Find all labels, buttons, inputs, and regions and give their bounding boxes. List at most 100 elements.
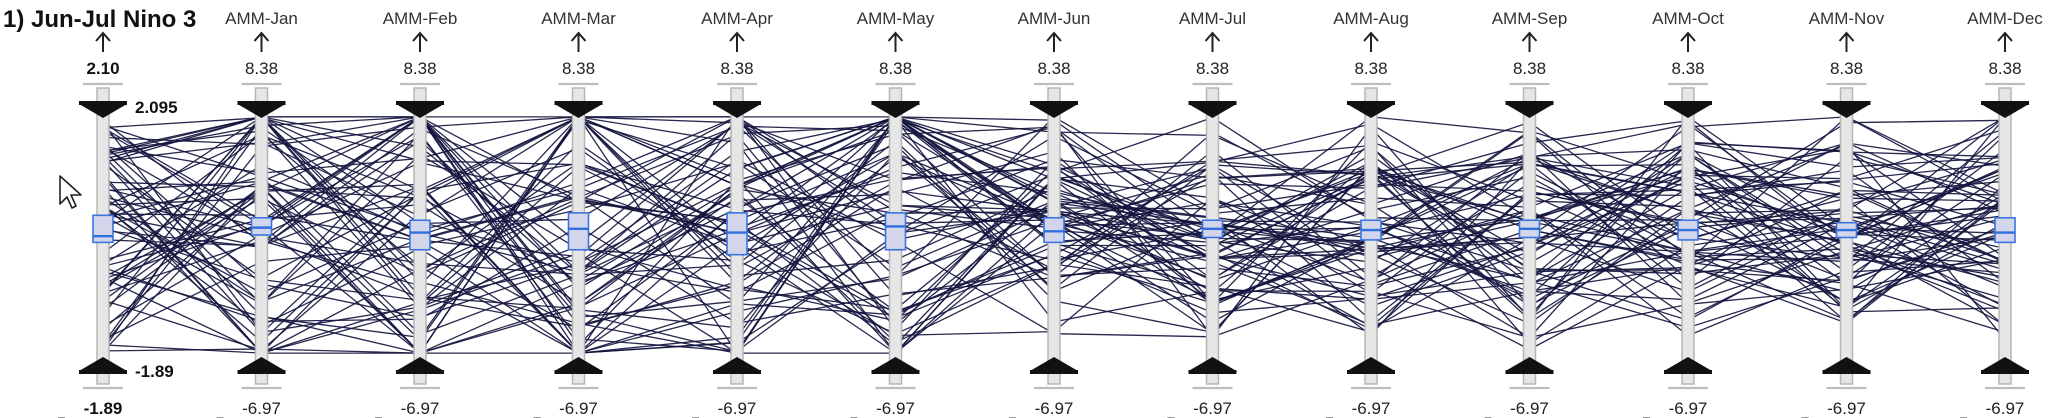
slider-handle-down-icon[interactable] bbox=[1505, 104, 1554, 118]
axis-max-label: 8.38 bbox=[1830, 59, 1863, 78]
slider-handle-top-bar bbox=[1188, 101, 1237, 105]
axis-name-label: AMM-May bbox=[857, 9, 935, 28]
slider-handle-top-bar bbox=[237, 101, 286, 105]
axis-min-label: -6.97 bbox=[1669, 399, 1708, 418]
up-arrow-icon[interactable] bbox=[1838, 31, 1855, 52]
slider-handle-up-icon[interactable] bbox=[1188, 357, 1237, 371]
slider-handle-bottom-bar bbox=[1981, 370, 2029, 374]
slider-handle-up-icon[interactable] bbox=[713, 357, 761, 371]
box-plot bbox=[409, 219, 431, 251]
slider-handle-up-icon[interactable] bbox=[1981, 357, 2029, 371]
slider-handle-top-bar bbox=[1030, 101, 1078, 105]
axis-name-label: AMM-Jun bbox=[1018, 9, 1091, 28]
up-arrow-icon[interactable] bbox=[729, 31, 745, 52]
slider-handle-down-icon[interactable] bbox=[396, 104, 444, 118]
axis-amm-dec[interactable]: AMM-Dec 8.38 -6.97 bbox=[1960, 9, 2043, 418]
slider-handle-bottom-bar bbox=[1188, 370, 1237, 374]
slider-handle-top-bar bbox=[554, 101, 603, 105]
axis-amm-sep[interactable]: AMM-Sep 8.38 -6.97 bbox=[1484, 9, 1568, 418]
axis-min-label: -6.97 bbox=[718, 399, 757, 418]
axis-max-label: 8.38 bbox=[562, 59, 595, 78]
axis-nino3[interactable]: 2.10 -1.89 2.095 -1.89 bbox=[58, 31, 178, 418]
axis-name-label: AMM-Apr bbox=[701, 9, 773, 28]
axis-amm-jan[interactable]: AMM-Jan 8.38 -6.97 bbox=[216, 9, 298, 418]
axes-layer: 2.10-1.892.095-1.89AMM-Jan8.38-6.97AMM-F… bbox=[58, 9, 2043, 418]
range-max-label: 2.095 bbox=[135, 98, 178, 117]
box-plot bbox=[1043, 216, 1065, 244]
axis-max-label: 8.38 bbox=[1196, 59, 1229, 78]
slider-handle-bottom-bar bbox=[713, 370, 761, 374]
slider-handle-bottom-bar bbox=[871, 370, 920, 374]
axis-name-label: AMM-Jan bbox=[225, 9, 298, 28]
slider-handle-up-icon[interactable] bbox=[1347, 357, 1395, 371]
slider-handle-up-icon[interactable] bbox=[79, 357, 127, 371]
axis-max-label: 8.38 bbox=[1671, 59, 1704, 78]
slider-handle-up-icon[interactable] bbox=[237, 357, 286, 371]
slider-handle-down-icon[interactable] bbox=[871, 104, 920, 118]
slider-handle-bottom-bar bbox=[1664, 370, 1712, 374]
up-arrow-icon[interactable] bbox=[1363, 31, 1379, 52]
slider-handle-up-icon[interactable] bbox=[1664, 357, 1712, 371]
slider-handle-down-icon[interactable] bbox=[1981, 104, 2029, 118]
axis-amm-mar[interactable]: AMM-Mar 8.38 -6.97 bbox=[533, 9, 617, 418]
slider-handle-down-icon[interactable] bbox=[79, 104, 127, 118]
slider-handle-top-bar bbox=[79, 101, 127, 105]
up-arrow-icon[interactable] bbox=[253, 31, 270, 52]
slider-handle-down-icon[interactable] bbox=[554, 104, 603, 118]
slider-handle-down-icon[interactable] bbox=[1822, 104, 1871, 118]
slider-handle-top-bar bbox=[1981, 101, 2029, 105]
axis-name-label: AMM-Feb bbox=[383, 9, 458, 28]
axis-shaft[interactable] bbox=[254, 87, 269, 385]
axis-min-label: -6.97 bbox=[1352, 399, 1391, 418]
axis-name-label: AMM-Nov bbox=[1809, 9, 1885, 28]
axis-min-label: -6.97 bbox=[1510, 399, 1549, 418]
slider-handle-up-icon[interactable] bbox=[1505, 357, 1554, 371]
slider-handle-down-icon[interactable] bbox=[1347, 104, 1395, 118]
axis-amm-may[interactable]: AMM-May 8.38 -6.97 bbox=[850, 9, 935, 418]
slider-handle-up-icon[interactable] bbox=[554, 357, 603, 371]
up-arrow-icon[interactable] bbox=[1204, 31, 1221, 52]
axis-name-label: AMM-Mar bbox=[541, 9, 616, 28]
slider-handle-bottom-bar bbox=[237, 370, 286, 374]
up-arrow-icon[interactable] bbox=[1680, 31, 1696, 52]
slider-handle-up-icon[interactable] bbox=[396, 357, 444, 371]
up-arrow-icon[interactable] bbox=[1997, 31, 2013, 52]
slider-handle-down-icon[interactable] bbox=[237, 104, 286, 118]
axis-amm-jun[interactable]: AMM-Jun 8.38 -6.97 bbox=[1009, 9, 1090, 418]
up-arrow-icon[interactable] bbox=[1521, 31, 1538, 52]
range-min-label: -1.89 bbox=[135, 362, 174, 381]
axis-amm-oct[interactable]: AMM-Oct 8.38 -6.97 bbox=[1643, 9, 1724, 418]
axis-name-label: AMM-Aug bbox=[1333, 9, 1409, 28]
axis-max-label: 8.38 bbox=[1513, 59, 1546, 78]
slider-handle-top-bar bbox=[871, 101, 920, 105]
box-plot bbox=[726, 212, 748, 256]
axis-amm-aug[interactable]: AMM-Aug 8.38 -6.97 bbox=[1326, 9, 1409, 418]
slider-handle-up-icon[interactable] bbox=[1030, 357, 1078, 371]
axis-name-label: AMM-Sep bbox=[1492, 9, 1568, 28]
axis-min-label: -6.97 bbox=[1193, 399, 1232, 418]
slider-handle-down-icon[interactable] bbox=[713, 104, 761, 118]
up-arrow-icon[interactable] bbox=[887, 31, 904, 52]
slider-handle-down-icon[interactable] bbox=[1664, 104, 1712, 118]
up-arrow-icon[interactable] bbox=[570, 31, 587, 52]
mouse-pointer-icon bbox=[59, 175, 82, 209]
axis-amm-jul[interactable]: AMM-Jul 8.38 -6.97 bbox=[1167, 9, 1247, 418]
axis-min-label: -6.97 bbox=[876, 399, 915, 418]
axis-max-label: 8.38 bbox=[1037, 59, 1070, 78]
up-arrow-icon[interactable] bbox=[95, 31, 111, 52]
axis-amm-apr[interactable]: AMM-Apr 8.38 -6.97 bbox=[692, 9, 773, 418]
up-arrow-icon[interactable] bbox=[412, 31, 428, 52]
slider-handle-bottom-bar bbox=[396, 370, 444, 374]
axis-max-label: 8.38 bbox=[403, 59, 436, 78]
axis-amm-nov[interactable]: AMM-Nov 8.38 -6.97 bbox=[1801, 9, 1885, 418]
slider-handle-down-icon[interactable] bbox=[1030, 104, 1078, 118]
slider-handle-up-icon[interactable] bbox=[871, 357, 920, 371]
axis-name-label: AMM-Oct bbox=[1652, 9, 1724, 28]
up-arrow-icon[interactable] bbox=[1046, 31, 1062, 52]
slider-handle-top-bar bbox=[1505, 101, 1554, 105]
axis-min-label: -6.97 bbox=[1827, 399, 1866, 418]
slider-handle-up-icon[interactable] bbox=[1822, 357, 1871, 371]
axis-amm-feb[interactable]: AMM-Feb 8.38 -6.97 bbox=[375, 9, 457, 418]
slider-handle-down-icon[interactable] bbox=[1188, 104, 1237, 118]
